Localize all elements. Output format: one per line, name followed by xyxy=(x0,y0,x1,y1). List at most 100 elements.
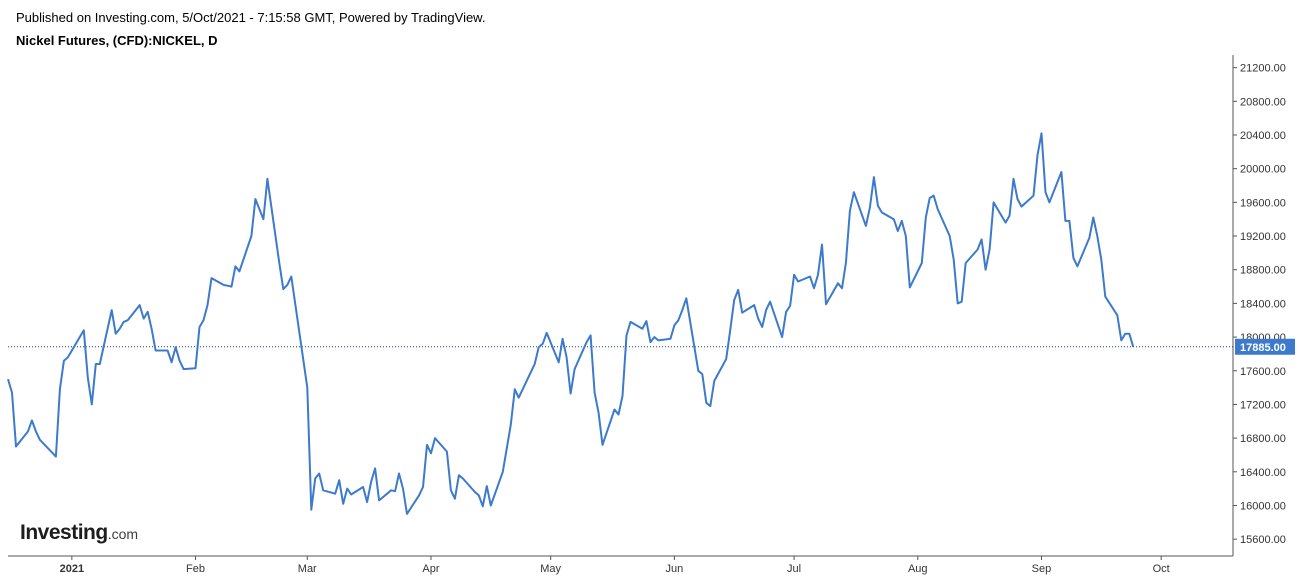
price-point xyxy=(1009,215,1011,217)
price-point xyxy=(1088,237,1090,239)
price-point xyxy=(478,494,480,496)
price-point xyxy=(1076,265,1078,267)
price-point xyxy=(91,403,93,405)
price-point xyxy=(865,225,867,227)
price-point xyxy=(921,262,923,264)
price-point xyxy=(669,338,671,340)
price-point xyxy=(1116,314,1118,316)
price-point xyxy=(506,447,508,449)
price-point xyxy=(925,217,927,219)
price-point xyxy=(881,212,883,214)
price-point xyxy=(155,350,157,352)
price-point xyxy=(949,235,951,237)
price-point xyxy=(486,485,488,487)
price-point xyxy=(87,377,89,379)
price-point xyxy=(586,341,588,343)
price-point xyxy=(713,380,715,382)
price-point xyxy=(151,328,153,330)
price-point xyxy=(546,332,548,334)
price-point xyxy=(258,208,260,210)
y-tick-label: 15600.00 xyxy=(1240,534,1286,546)
x-tick-label: Sep xyxy=(1032,563,1052,575)
price-point xyxy=(765,309,767,311)
price-point xyxy=(977,249,979,251)
price-point xyxy=(127,319,129,321)
price-point xyxy=(570,393,572,395)
price-point xyxy=(370,481,372,483)
price-point xyxy=(310,509,312,511)
price-point xyxy=(119,328,121,330)
price-point xyxy=(901,220,903,222)
price-point xyxy=(681,309,683,311)
price-point xyxy=(167,350,169,352)
price-point xyxy=(123,321,125,323)
price-point xyxy=(350,494,352,496)
price-point xyxy=(649,341,651,343)
x-tick-label: May xyxy=(540,563,561,575)
price-point xyxy=(322,489,324,491)
investing-logo: Investing.com xyxy=(20,521,138,545)
price-point xyxy=(837,282,839,284)
price-point xyxy=(366,501,368,503)
price-point xyxy=(630,321,632,323)
price-point xyxy=(905,235,907,237)
price-point xyxy=(705,402,707,404)
price-point xyxy=(1045,191,1047,193)
price-point xyxy=(781,336,783,338)
price-point xyxy=(845,262,847,264)
price-point xyxy=(250,235,252,237)
y-tick-label: 18800.00 xyxy=(1240,265,1286,277)
y-tick-label: 20000.00 xyxy=(1240,164,1286,176)
price-point xyxy=(422,486,424,488)
price-point xyxy=(418,494,420,496)
price-point xyxy=(873,176,875,178)
x-tick-label: Jul xyxy=(787,563,801,575)
price-point xyxy=(450,489,452,491)
price-point xyxy=(510,424,512,426)
price-point xyxy=(95,363,97,365)
price-point xyxy=(869,206,871,208)
price-point xyxy=(566,356,568,358)
y-tick-label: 19200.00 xyxy=(1240,231,1286,243)
price-point xyxy=(757,318,759,320)
last-price-tag: 17885.00 xyxy=(1235,338,1295,355)
price-point xyxy=(618,414,620,416)
chart-axes xyxy=(8,55,1234,557)
price-point xyxy=(115,333,117,335)
price-point xyxy=(653,336,655,338)
y-tick-label: 18400.00 xyxy=(1240,298,1286,310)
price-point xyxy=(989,249,991,251)
price-point xyxy=(733,299,735,301)
price-point xyxy=(909,286,911,288)
y-tick-label: 16400.00 xyxy=(1240,467,1286,479)
price-point xyxy=(426,444,428,446)
last-price-label-bg xyxy=(1235,338,1295,355)
price-point xyxy=(35,430,37,432)
price-point xyxy=(55,456,57,458)
price-point xyxy=(789,305,791,307)
price-point xyxy=(183,368,185,370)
x-tick-label: Aug xyxy=(908,563,928,575)
price-point xyxy=(67,356,69,358)
price-point xyxy=(334,493,336,495)
price-point xyxy=(877,205,879,207)
price-point xyxy=(398,473,400,475)
price-point xyxy=(797,281,799,283)
price-point xyxy=(1033,195,1035,197)
price-point xyxy=(254,198,256,200)
price-point xyxy=(1048,201,1050,203)
price-point xyxy=(897,230,899,232)
price-point xyxy=(602,444,604,446)
price-point xyxy=(853,191,855,193)
price-point xyxy=(937,208,939,210)
price-point xyxy=(446,451,448,453)
price-point xyxy=(1068,220,1070,222)
price-point xyxy=(729,329,731,331)
price-point xyxy=(725,358,727,360)
price-point xyxy=(645,320,647,322)
x-tick-label: 2021 xyxy=(60,563,84,575)
price-point xyxy=(697,370,699,372)
price-point xyxy=(99,363,101,365)
price-point xyxy=(1021,206,1023,208)
